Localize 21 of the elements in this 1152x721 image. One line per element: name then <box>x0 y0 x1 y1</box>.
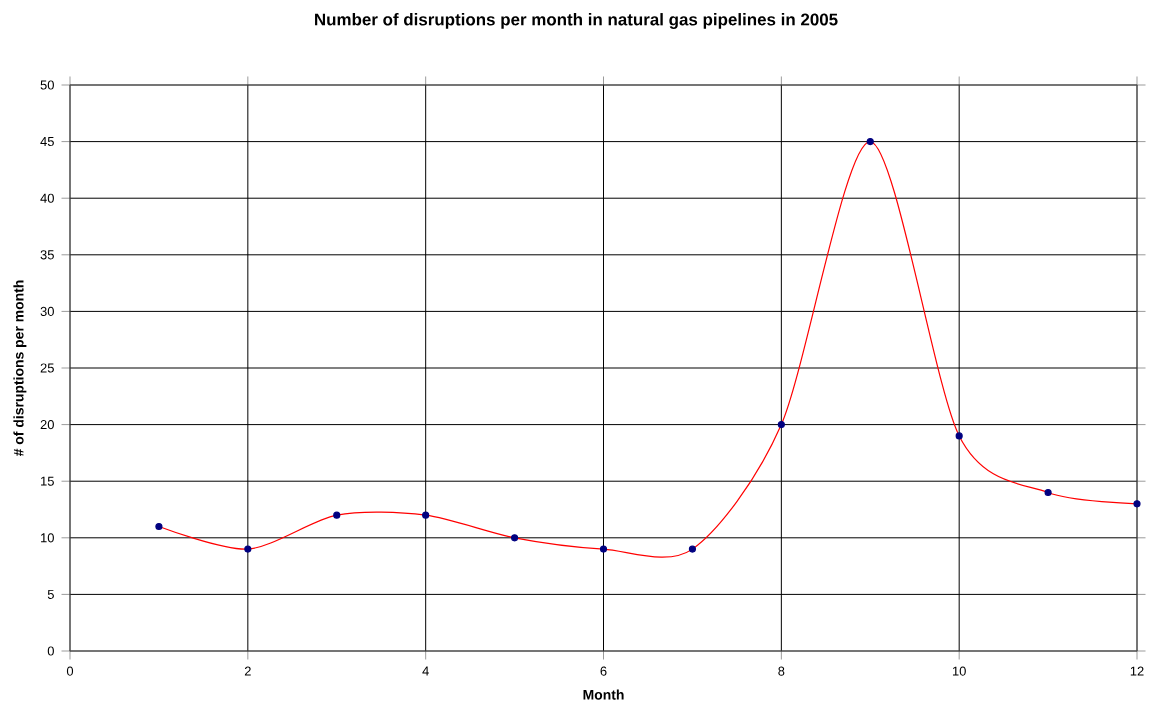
y-tick-label: 0 <box>47 646 54 656</box>
y-tick-label: 15 <box>41 476 54 486</box>
x-tick-label: 12 <box>1130 666 1144 676</box>
y-axis-title: # of disruptions per month <box>13 280 27 457</box>
y-tick-label: 5 <box>47 589 54 599</box>
y-tick-label: 35 <box>40 250 54 260</box>
x-axis-title: Month <box>583 689 624 700</box>
x-tick-label: 2 <box>244 666 251 676</box>
x-tick-label: 10 <box>952 666 966 676</box>
y-tick-label: 10 <box>41 533 54 543</box>
y-tick-label: 40 <box>40 193 54 203</box>
x-tick-label: 0 <box>66 666 74 676</box>
x-tick-label: 8 <box>778 666 785 676</box>
chart-title: Number of disruptions per month in natural gas pipelines in 2005 <box>315 13 838 29</box>
y-tick-label: 20 <box>40 420 54 430</box>
y-tick-label: 50 <box>40 80 54 90</box>
x-tick-label: 6 <box>600 666 607 676</box>
y-tick-label: 25 <box>40 363 54 373</box>
y-tick-label: 30 <box>40 306 54 316</box>
x-tick-label: 4 <box>422 666 429 676</box>
y-tick-label: 45 <box>40 137 54 147</box>
